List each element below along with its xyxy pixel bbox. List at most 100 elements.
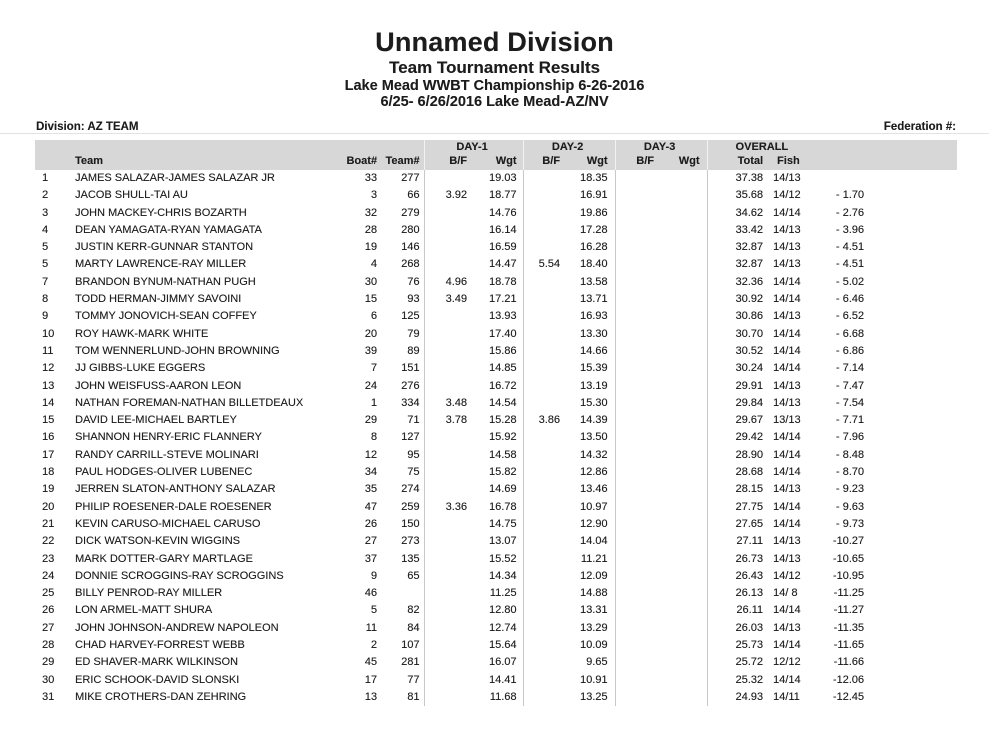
rank-cell: 5 [42, 241, 49, 254]
overall-fish-cell: 14/ 8 [773, 587, 798, 600]
team-name-cell: MARTY LAWRENCE-RAY MILLER [75, 258, 247, 271]
rank-cell: 15 [42, 414, 55, 427]
team-number-cell: 84 [407, 621, 420, 634]
day3-bf-cell [614, 308, 658, 326]
team-number-cell: 82 [407, 604, 420, 617]
day1-weight-cell: 12.80 [488, 604, 517, 617]
team-name-cell: JUSTIN KERR-GUNNAR STANTON [75, 241, 254, 254]
overall-fish-cell: 14/13 [773, 379, 801, 392]
rank-cell: 19 [42, 483, 55, 496]
table-row: 28 CHAD HARVEY-FORREST WEBB 2 107 15.64 10.09… [35, 637, 957, 655]
day1-weight-cell: 15.92 [488, 431, 517, 444]
overall-fish-cell: 14/13 [773, 172, 801, 184]
deficit-cell: -11.25 [833, 587, 865, 600]
day1-bf-cell [423, 567, 470, 586]
team-name-cell: ROY HAWK-MARK WHITE [75, 327, 209, 340]
filler-cell [866, 568, 957, 585]
day2-bf-cell [522, 377, 564, 395]
day2-weight-cell: 10.97 [580, 500, 608, 513]
day3-weight-cell [657, 689, 707, 706]
scan-artifact-line [0, 133, 989, 134]
overall-total-cell: 26.11 [706, 602, 766, 620]
day2-bf-cell [522, 187, 564, 205]
column-header-fish: Fish [765, 154, 821, 170]
team-number-cell: 125 [401, 310, 420, 323]
deficit-cell: - 3.96 [835, 223, 865, 236]
table-header: DAY-1 DAY-2 DAY-3 OVERALL Team Boat# Tea… [35, 140, 958, 170]
day2-weight-cell: 12.09 [580, 569, 608, 582]
rank-cell: 22 [42, 535, 55, 548]
rank-cell: 12 [42, 362, 55, 375]
overall-total-cell: 30.70 [706, 325, 766, 343]
team-number-cell: 75 [407, 466, 420, 479]
day2-weight-cell: 14.66 [580, 344, 608, 357]
rank-cell: 29 [42, 656, 55, 669]
day1-weight-cell: 18.77 [488, 189, 517, 202]
day2-bf-cell [522, 567, 564, 586]
rank-cell: 21 [42, 517, 55, 530]
table-row: 18 PAUL HODGES-OLIVER LUBENEC 34 75 15.82 12.… [35, 464, 957, 482]
table-row: 25 BILLY PENROD-RAY MILLER 46 11.25 14.88 26.… [35, 585, 957, 603]
deficit-cell: - 5.02 [835, 275, 865, 288]
event-name: Lake Mead WWBT Championship 6-26-2016 [344, 78, 645, 94]
column-header-day1-weight: Wgt [470, 154, 524, 170]
day1-bf-cell [423, 585, 470, 603]
table-row: 30 ERIC SCHOOK-DAVID SLONSKI 17 77 14.41 10.9… [35, 671, 957, 689]
day3-bf-cell [614, 187, 658, 205]
day2-bf-cell [522, 515, 564, 534]
day1-bf-cell [423, 619, 470, 638]
deficit-cell: -12.45 [832, 690, 865, 703]
overall-total-cell: 27.75 [706, 498, 766, 516]
boat-number-cell: 30 [364, 275, 377, 288]
day3-weight-cell [657, 620, 707, 637]
team-number-cell: 259 [401, 500, 420, 513]
rank-cell: 16 [42, 431, 55, 444]
team-number-cell: 280 [401, 223, 420, 236]
rank-cell: 7 [42, 275, 49, 288]
overall-fish-cell: 14/13 [773, 535, 801, 548]
deficit-cell: - 6.86 [835, 344, 865, 357]
day2-weight-cell: 12.90 [580, 517, 608, 530]
day3-bf-cell [614, 671, 658, 689]
day1-bf-cell [423, 308, 470, 326]
column-header-team-number: Team# [378, 154, 424, 170]
day2-bf-cell [522, 170, 564, 188]
day3-weight-cell [657, 222, 707, 239]
day3-bf-cell [614, 325, 658, 343]
team-number-cell: 127 [401, 431, 420, 444]
team-name-cell: JACOB SHULL-TAI AU [75, 189, 188, 202]
event-dates: 6/25- 6/26/2016 Lake Mead-AZ/NV [380, 94, 609, 110]
team-name-cell: MIKE CROTHERS-DAN ZEHRING [75, 690, 247, 703]
team-name-cell: BILLY PENROD-RAY MILLER [75, 587, 223, 600]
deficit-cell: - 7.14 [835, 362, 865, 375]
day1-weight-cell: 15.52 [488, 552, 517, 565]
filler-cell [866, 481, 957, 498]
rank-cell: 14 [42, 396, 55, 409]
day2-bf-cell [522, 619, 564, 638]
boat-number-cell: 5 [370, 604, 377, 617]
day2-weight-cell: 14.04 [580, 535, 608, 548]
day1-bf-cell [423, 637, 470, 655]
overall-total-cell: 27.11 [706, 533, 766, 551]
group-header-overall: OVERALL [706, 140, 821, 154]
day1-bf-cell [423, 429, 470, 447]
day1-bf-cell: 3.78 [423, 412, 470, 430]
overall-fish-cell: 14/12 [773, 569, 801, 582]
rank-cell: 28 [42, 639, 55, 652]
table-row: 24 DONNIE SCROGGINS-RAY SCROGGINS 9 65 14.34… [35, 567, 957, 586]
overall-fish-cell: 14/14 [773, 327, 801, 340]
filler-cell [866, 239, 957, 256]
day1-weight-cell: 16.59 [488, 241, 517, 254]
team-number-cell: 81 [407, 690, 420, 703]
team-name-cell: PAUL HODGES-OLIVER LUBENEC [75, 466, 253, 479]
day3-weight-cell [657, 551, 707, 568]
group-header-spacer [35, 140, 424, 154]
boat-number-cell: 2 [370, 639, 377, 652]
overall-fish-cell: 14/14 [773, 293, 801, 306]
day1-weight-cell: 19.03 [488, 172, 517, 184]
deficit-cell: - 8.48 [835, 448, 865, 461]
table-row: 8 TODD HERMAN-JIMMY SAVOINI 15 93 3.49 17.21 1… [35, 291, 957, 309]
team-number-cell: 274 [401, 483, 420, 496]
day2-bf-cell [522, 671, 564, 689]
